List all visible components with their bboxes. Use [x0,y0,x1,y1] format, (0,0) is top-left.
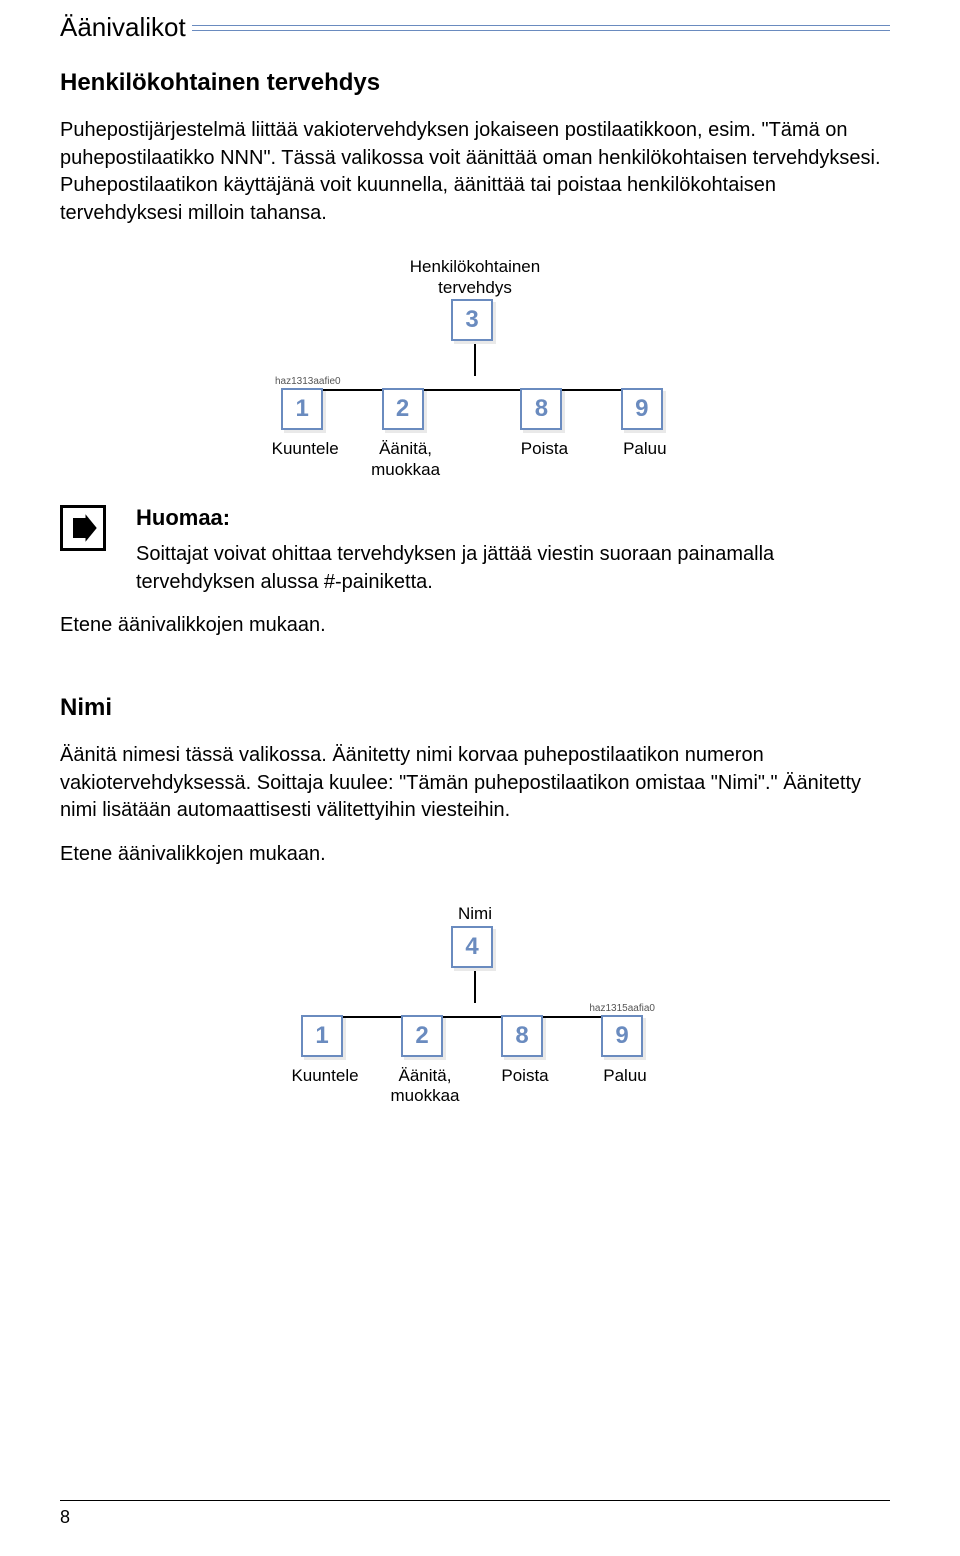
key-1: 1 [301,1015,343,1057]
diagram2-root-key: 4 [454,929,496,971]
child-label: Paluu [623,439,666,483]
child-8: 8 Poista [480,1018,570,1110]
note-body: Huomaa: Soittajat voivat ohittaa tervehd… [136,505,890,596]
key-8: 8 [501,1015,543,1057]
child-2: 2 Äänitä,muokkaa [360,391,450,483]
child-2: 2 Äänitä,muokkaa [380,1018,470,1110]
keybox: 9 [604,1018,646,1060]
keybox: 1 [284,391,326,433]
section1-para: Puhepostijärjestelmä liittää vakioterveh… [60,117,890,227]
page-title: Äänivalikot [60,12,192,43]
keybox: 9 [624,391,666,433]
diagram1-children: 1 Kuuntele 2 Äänitä,muokkaa 8 Poista 9 P… [255,391,695,483]
child-8: 8 Poista [499,391,589,483]
proceed-text-2: Etene äänivalikkojen mukaan. [60,841,890,869]
section1-heading: Henkilökohtainen tervehdys [60,69,890,97]
child-9: 9 Paluu [600,391,690,483]
keybox: 2 [385,391,427,433]
note: Huomaa: Soittajat voivat ohittaa tervehd… [60,505,890,596]
connector-horizontal [334,1016,616,1018]
footer-rule [60,1500,890,1501]
title-rule [192,25,890,31]
child-label: Poista [501,1066,548,1110]
root-label-line2: tervehdys [438,278,512,297]
gap [456,391,494,483]
child-1: 1 Kuuntele [280,1018,370,1110]
key-4: 4 [451,926,493,968]
diagram2: Nimi 4 haz1315aafia0 1 Kuuntele 2 Äänitä… [60,904,890,1109]
diagram2-children: 1 Kuuntele 2 Äänitä,muokkaa 8 Poista 9 P… [275,1018,675,1110]
keybox: 8 [523,391,565,433]
keybox: 1 [304,1018,346,1060]
child-label: Äänitä,muokkaa [391,1066,460,1110]
connector-vertical [474,344,476,376]
child-1: 1 Kuuntele [260,391,350,483]
diagram2-root-label: Nimi [275,904,675,924]
child-label: Paluu [603,1066,646,1110]
keybox: 8 [504,1018,546,1060]
section2-heading: Nimi [60,694,890,722]
arrow-right-icon [60,505,106,551]
key-2: 2 [401,1015,443,1057]
diagram1-root-key: 3 [454,302,496,344]
child-label: Poista [521,439,568,483]
key-9: 9 [601,1015,643,1057]
root-label-line1: Henkilökohtainen [410,257,540,276]
keybox: 2 [404,1018,446,1060]
diagram2-code: haz1315aafia0 [275,1003,655,1014]
page-number: 8 [60,1507,890,1528]
child-label: Äänitä,muokkaa [371,439,440,483]
child-label: Kuuntele [272,439,339,483]
section2-para: Äänitä nimesi tässä valikossa. Äänitetty… [60,742,890,825]
note-heading: Huomaa: [136,505,890,531]
title-row: Äänivalikot [60,12,890,43]
child-9: 9 Paluu [580,1018,670,1110]
key-3: 3 [451,299,493,341]
key-1: 1 [281,388,323,430]
note-text: Soittajat voivat ohittaa tervehdyksen ja… [136,541,890,596]
diagram1-code: haz1313aafie0 [275,376,695,387]
proceed-text-1: Etene äänivalikkojen mukaan. [60,612,890,640]
child-label: Kuuntele [291,1066,358,1110]
footer: 8 [0,1500,960,1528]
connector-horizontal [314,389,636,391]
diagram1: Henkilökohtainen tervehdys 3 haz1313aafi… [60,257,890,483]
diagram1-root-label: Henkilökohtainen tervehdys [255,257,695,298]
key-8: 8 [520,388,562,430]
connector-vertical [474,971,476,1003]
key-2: 2 [382,388,424,430]
key-9: 9 [621,388,663,430]
